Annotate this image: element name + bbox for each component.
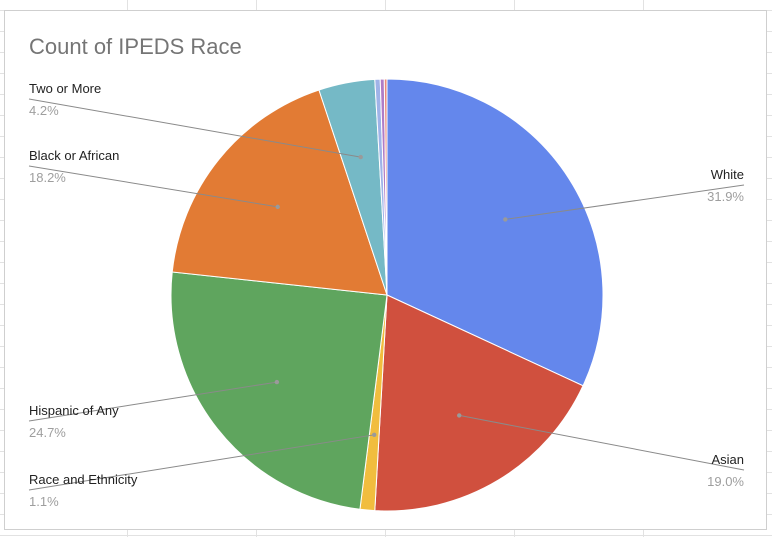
pie-slice-asian[interactable] [374, 294, 584, 512]
label-asian: Asian [711, 452, 744, 467]
pct-asian: 19.0% [707, 474, 744, 489]
pct-white: 31.9% [707, 189, 744, 204]
label-hispanic-of-any: Hispanic of Any [29, 403, 119, 418]
pct-two-or-more: 4.2% [29, 103, 59, 118]
label-two-or-more: Two or More [29, 81, 102, 96]
pct-black-or-african: 18.2% [29, 170, 66, 185]
pie-slice-white[interactable] [386, 78, 604, 387]
pct-hispanic-of-any: 24.7% [29, 425, 66, 440]
leader-dot-black-or-african [275, 204, 280, 210]
pie-slice-hispanic-of-any[interactable] [170, 271, 388, 510]
leader-dot-two-or-more [358, 154, 363, 160]
leader-line-asian [459, 414, 745, 471]
chart-title: Count of IPEDS Race [29, 34, 242, 59]
leader-line-hispanic-of-any [28, 381, 277, 422]
leader-dot-race-and-ethnicity [372, 432, 377, 438]
leader-line-white [505, 184, 745, 220]
leader-line-two-or-more [28, 98, 361, 158]
leader-dot-asian [457, 413, 462, 418]
label-white: White [710, 167, 744, 182]
leader-line-black-or-african [28, 165, 278, 208]
pie-slice-black-or-african[interactable] [171, 89, 388, 296]
leader-line-race-and-ethnicity [28, 434, 375, 491]
pct-race-and-ethnicity: 1.1% [29, 494, 59, 509]
pie-slice-minor-8[interactable] [383, 78, 388, 296]
label-race-and-ethnicity: Race and Ethnicity [29, 472, 138, 487]
leader-dot-white [503, 217, 508, 222]
label-black-or-african: Black or African [29, 148, 120, 163]
leader-dot-hispanic-of-any [274, 379, 280, 385]
